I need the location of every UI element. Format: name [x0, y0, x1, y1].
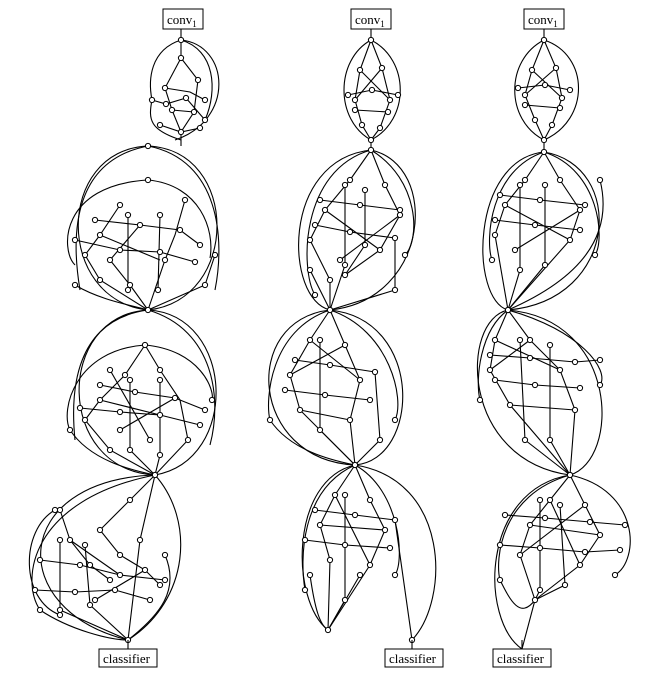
cell-block-3-4 — [494, 471, 631, 650]
network-column-3: conv1 — [476, 8, 631, 668]
cell-block-1-3 — [66, 306, 217, 479]
network-column-1: conv1 — [28, 8, 220, 668]
cell-block-1-2 — [66, 142, 220, 311]
cell-block-1-4 — [28, 471, 182, 644]
svg-text:conv1: conv1 — [528, 12, 558, 29]
cell-block-2-4 — [301, 461, 437, 644]
cell-block-1-1 — [148, 36, 220, 146]
network-column-2: conv1 — [266, 8, 444, 668]
svg-text:conv1: conv1 — [355, 12, 385, 29]
top-label-1: conv1 — [162, 8, 204, 30]
cell-block-3-1 — [514, 36, 579, 152]
cell-block-2-3 — [266, 306, 404, 469]
svg-text:classifier: classifier — [389, 651, 437, 666]
top-label-3: conv1 — [523, 8, 565, 30]
cell-block-2-2 — [298, 146, 416, 314]
top-label-2: conv1 — [350, 8, 392, 30]
cell-block-3-3 — [476, 306, 604, 479]
svg-text:conv1: conv1 — [167, 12, 197, 29]
cell-block-2-1 — [343, 36, 402, 150]
bottom-label-2: classifier — [384, 648, 444, 668]
cell-block-3-2 — [482, 148, 604, 314]
bottom-label-3: classifier — [492, 648, 552, 668]
svg-text:classifier: classifier — [103, 651, 151, 666]
svg-text:classifier: classifier — [497, 651, 545, 666]
bottom-label-1: classifier — [98, 648, 158, 668]
